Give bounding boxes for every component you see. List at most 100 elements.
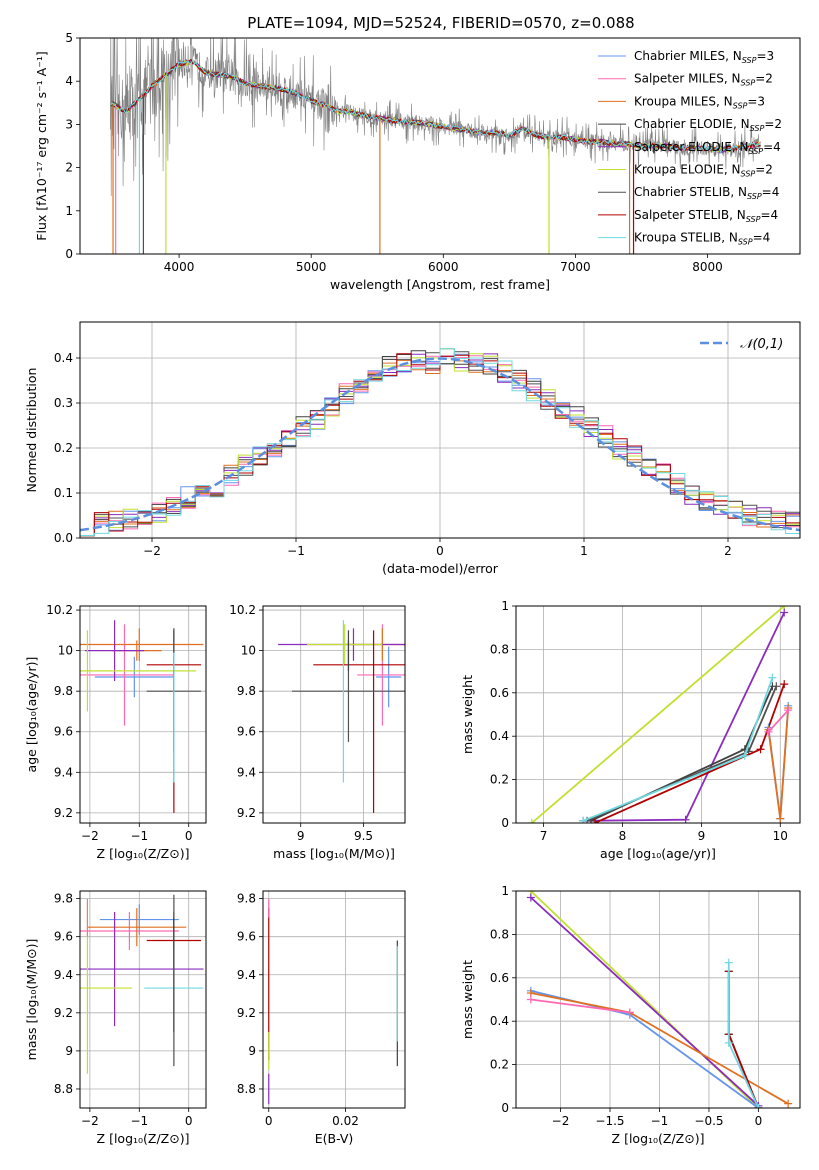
errorbar-point — [80, 624, 174, 726]
weight-marker — [527, 819, 536, 823]
x-tick-label: −2 — [81, 829, 99, 843]
y-tick-label: 0.3 — [54, 396, 73, 410]
x-axis-label: age [log₁₀(age/yr)] — [600, 846, 716, 861]
x-tick-label: −1 — [130, 829, 148, 843]
y-tick-label: 1 — [65, 204, 73, 218]
weight-marker — [764, 727, 773, 736]
x-axis-label: mass [log₁₀(M/M⊙)] — [273, 846, 395, 861]
x-tick-label: 0 — [185, 1114, 193, 1128]
weight-marker — [724, 958, 733, 967]
y-tick-label: 9.4 — [237, 968, 256, 982]
axes-frame — [262, 890, 406, 1109]
plot-area — [109, 38, 761, 254]
y-tick-label: 0.2 — [490, 1058, 509, 1072]
y-tick-label: 0.4 — [490, 729, 509, 743]
panel-age-vs-mass: 9 9.5 9.2 9.4 9.6 9.8 10 10.2 mass [log₁₀(M/M⊙)] — [229, 603, 406, 861]
plot-area — [268, 898, 398, 1105]
gridlines — [263, 606, 405, 823]
x-tick-label: −1.5 — [595, 1114, 624, 1128]
y-axis-label: Normed distribution — [24, 368, 39, 493]
legend-label: Kroupa MILES, NSSP=3 — [634, 94, 765, 110]
y-tick-label: 9.2 — [54, 1006, 73, 1020]
legend-label: 𝒩(0,1) — [740, 337, 783, 352]
plot-area — [527, 606, 793, 823]
weight-marker — [625, 1008, 634, 1017]
y-tick-label: 9.6 — [237, 930, 256, 944]
weight-marker — [776, 814, 785, 823]
x-tick-label: 6000 — [428, 260, 459, 274]
axes-frame — [79, 321, 801, 539]
plot-area — [526, 891, 793, 1108]
legend-label: Salpeter STELIB, NSSP=4 — [634, 208, 778, 224]
errorbar-point — [94, 656, 174, 698]
weight-marker — [784, 706, 793, 715]
weight-marker — [681, 815, 690, 823]
weight-marker — [579, 816, 588, 823]
y-tick-label: 4 — [65, 74, 73, 88]
weight-marker — [590, 819, 599, 823]
x-tick-label: −2 — [143, 544, 161, 558]
weight-marker — [740, 751, 749, 760]
weight-marker — [780, 680, 789, 689]
legend-label: Salpeter MILES, NSSP=2 — [634, 72, 773, 88]
x-tick-label: 5000 — [296, 260, 327, 274]
axes-frame — [79, 37, 801, 255]
y-tick-label: 0.8 — [490, 927, 509, 941]
y-tick-label: 5 — [65, 31, 73, 45]
x-tick-label: 9 — [297, 829, 305, 843]
y-tick-label: 0.6 — [490, 971, 509, 985]
axes-frame — [79, 605, 207, 824]
x-tick-label: 0.02 — [332, 1114, 359, 1128]
axes-frame — [262, 605, 406, 824]
y-tick-label: 1 — [501, 884, 509, 898]
weight-marker — [526, 893, 535, 902]
panel-weight-vs-age: 7 8 9 10 0 0.2 0.4 0.6 0.8 1 age [log₁₀(age/yr)] ma… — [460, 599, 801, 861]
weight-line — [530, 998, 630, 1014]
y-axis-label: mass weight — [460, 960, 475, 1039]
y-tick-label: 10.2 — [229, 603, 256, 617]
y-tick-label: 0.8 — [490, 642, 509, 656]
y-tick-label: 9.4 — [54, 968, 73, 982]
weight-marker — [768, 673, 777, 682]
panel-mass-vs-Z: −2 −1 0 8.8 9 9.2 9.4 9.6 9.8 Z [log₁₀(Z/Z⊙)] mass… — [24, 890, 207, 1146]
y-tick-label: 9.2 — [237, 1006, 256, 1020]
panel-age-vs-Z: −2 −1 0 9.2 9.4 9.6 9.8 10 10.2 Z [log₁₀(Z/Z⊙)] ag… — [24, 603, 207, 861]
y-tick-label: 0.0 — [54, 531, 73, 545]
x-tick-label: 4000 — [164, 260, 195, 274]
x-tick-label: 9.5 — [354, 829, 373, 843]
y-axis-label: Flux [fλ10⁻¹⁷ erg cm⁻² s⁻¹ A⁻¹] — [34, 51, 49, 240]
errorbar-point — [99, 904, 179, 935]
y-tick-label: 9 — [248, 1044, 256, 1058]
y-tick-label: 0.4 — [490, 1014, 509, 1028]
y-tick-label: 10 — [58, 644, 73, 658]
x-tick-label: −2 — [81, 1114, 99, 1128]
y-tick-label: 9.2 — [54, 806, 73, 820]
histogram-series — [80, 348, 800, 536]
x-tick-label: 2 — [724, 544, 732, 558]
x-axis-label: wavelength [Angstrom, rest frame] — [330, 277, 550, 292]
axes-frame — [515, 890, 801, 1109]
y-tick-label: 10.2 — [46, 603, 73, 617]
y-axis-label: mass weight — [460, 675, 475, 754]
errorbar-point — [80, 628, 204, 661]
legend: Chabrier MILES, NSSP=3 Salpeter MILES, NS… — [598, 49, 782, 247]
x-tick-label: 0 — [755, 1114, 763, 1128]
weight-marker — [780, 608, 789, 617]
gaussian-curve — [80, 357, 800, 532]
weight-line — [767, 709, 789, 733]
weight-marker — [724, 1038, 733, 1047]
x-axis-label: (data-model)/error — [382, 561, 499, 576]
weight-line — [531, 606, 785, 823]
panel-residuals: −2 −1 0 1 2 0.0 0.1 0.2 0.3 0.4 (data-model)/error… — [24, 321, 801, 576]
y-tick-label: 0.4 — [54, 351, 73, 365]
x-axis-label: Z [log₁₀(Z/Z⊙)] — [97, 846, 190, 861]
legend-label: Chabrier STELIB, NSSP=4 — [634, 185, 779, 201]
figure-title: PLATE=1094, MJD=52524, FIBERID=0570, z=0… — [247, 14, 634, 32]
y-axis-label: mass [log₁₀(M/M⊙)] — [24, 939, 39, 1061]
model-series — [109, 59, 761, 154]
x-tick-label: 7 — [540, 829, 548, 843]
legend-label: Kroupa ELODIE, NSSP=2 — [634, 163, 773, 179]
x-tick-label: 0 — [436, 544, 444, 558]
x-axis-label: Z [log₁₀(Z/Z⊙)] — [612, 1131, 705, 1146]
y-tick-label: 3 — [65, 117, 73, 131]
